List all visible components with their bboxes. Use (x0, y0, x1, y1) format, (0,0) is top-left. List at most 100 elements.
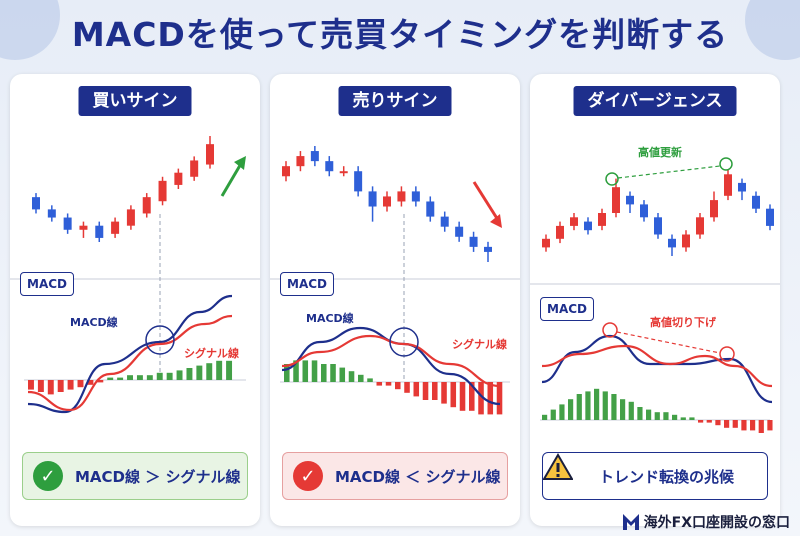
macd-line-label: MACD線 (306, 312, 354, 325)
histogram-bar (450, 382, 457, 408)
candle (766, 208, 774, 226)
macd-tag: MACD (280, 272, 334, 296)
buy-signal-badge: 買いサイン (78, 86, 192, 116)
signal-line-label: シグナル線 (452, 338, 507, 351)
histogram-bar (585, 391, 591, 420)
warning-icon (543, 453, 587, 491)
check-icon: ✓ (33, 461, 63, 491)
histogram-bar (680, 417, 686, 420)
histogram-bar (47, 380, 54, 395)
candle (626, 195, 634, 205)
histogram-bar (496, 382, 503, 415)
macd-tag: MACD (540, 297, 594, 321)
histogram-bar (413, 382, 420, 397)
divergence-result-text: トレンド転換の兆候 (599, 467, 735, 486)
trend-arrow (220, 161, 244, 197)
macd-line (281, 326, 501, 406)
histogram-bar (385, 382, 392, 386)
candle (654, 217, 662, 235)
candle (668, 238, 676, 248)
histogram-bar (469, 382, 475, 411)
histogram-bar (628, 401, 634, 420)
histogram-bar (478, 382, 484, 415)
histogram-bar (117, 377, 124, 380)
sell-signal-badge: 売りサイン (338, 86, 452, 116)
crossover-circle (389, 327, 419, 357)
price-higher-high-label: 高値更新 (638, 146, 682, 159)
buy-signal-panel: 買いサイン MACD MACD線 シグナル線 ✓ MACD線 ＞ シグナル線 (10, 74, 260, 526)
arrow-head (234, 156, 246, 170)
macd-high-circle (719, 346, 735, 362)
footer-text: 海外FX口座開設の窓口 (643, 515, 790, 531)
histogram-bar (689, 417, 695, 420)
histogram-bar (441, 382, 447, 404)
macd-tag: MACD (20, 272, 74, 296)
candle (339, 171, 348, 174)
buy-result-text: MACD線 ＞ シグナル線 (75, 467, 241, 486)
crossover-circle (145, 325, 175, 355)
candle (682, 234, 690, 248)
candle (79, 225, 88, 230)
divergence-result-box: トレンド転換の兆候 (542, 452, 768, 500)
histogram-bar (767, 420, 773, 431)
histogram-bar (67, 380, 74, 390)
histogram-bar (487, 382, 494, 415)
histogram-bar (663, 412, 669, 420)
histogram-bar (367, 378, 373, 382)
histogram-bar (127, 375, 133, 380)
histogram-bar (57, 380, 64, 392)
check-icon: ✓ (293, 461, 323, 491)
candle (469, 236, 478, 247)
candle (440, 216, 449, 227)
histogram-bar (542, 414, 548, 420)
footer-brand: 海外FX口座開設の窓口 (622, 512, 790, 532)
histogram-bar (311, 360, 318, 382)
candle (111, 221, 120, 234)
macd-line (27, 294, 233, 414)
price-high-circle (605, 172, 619, 186)
candle (484, 246, 492, 252)
histogram-bar (654, 412, 660, 420)
macd-trendline (616, 331, 721, 354)
buy-chart (10, 136, 260, 414)
candle (612, 187, 620, 213)
candle (325, 161, 334, 172)
histogram-bar (136, 375, 143, 380)
buy-result-box: ✓ MACD線 ＞ シグナル線 (22, 452, 248, 500)
candle (368, 191, 377, 207)
histogram-bar (732, 420, 738, 428)
histogram-bar (741, 420, 747, 431)
histogram-bar (568, 399, 574, 420)
candle (696, 217, 704, 235)
signal-line (27, 314, 233, 412)
candle (542, 238, 550, 248)
histogram-bar (432, 382, 438, 400)
histogram-bar (176, 370, 183, 380)
histogram-bar (602, 391, 608, 420)
price-high-circle (719, 157, 733, 171)
candle (570, 217, 578, 226)
candle (411, 191, 420, 202)
histogram-bar (395, 382, 401, 390)
macd-lower-high-label: 高値切り下げ (650, 316, 716, 329)
histogram-bar (87, 380, 94, 385)
candle (752, 195, 760, 209)
histogram-bar (302, 360, 309, 382)
candle (158, 180, 167, 202)
candle (426, 201, 435, 217)
histogram-bar (376, 382, 383, 386)
candle (354, 171, 363, 192)
histogram-bar (146, 375, 153, 380)
histogram-bar (226, 360, 233, 380)
divergence-panel: ダイバージェンス 高値更新 MACD 高値切り下げ トレンド転換の兆候 (530, 74, 780, 526)
signal-line-label: シグナル線 (184, 347, 239, 360)
candle (640, 204, 648, 218)
macd-line (541, 334, 773, 404)
histogram-bar (611, 394, 617, 420)
histogram-bar (459, 382, 466, 411)
histogram-bar (330, 364, 336, 382)
histogram-bar (724, 420, 730, 428)
histogram-bar (77, 380, 84, 388)
candle (556, 225, 564, 239)
histogram-bar (348, 371, 355, 382)
